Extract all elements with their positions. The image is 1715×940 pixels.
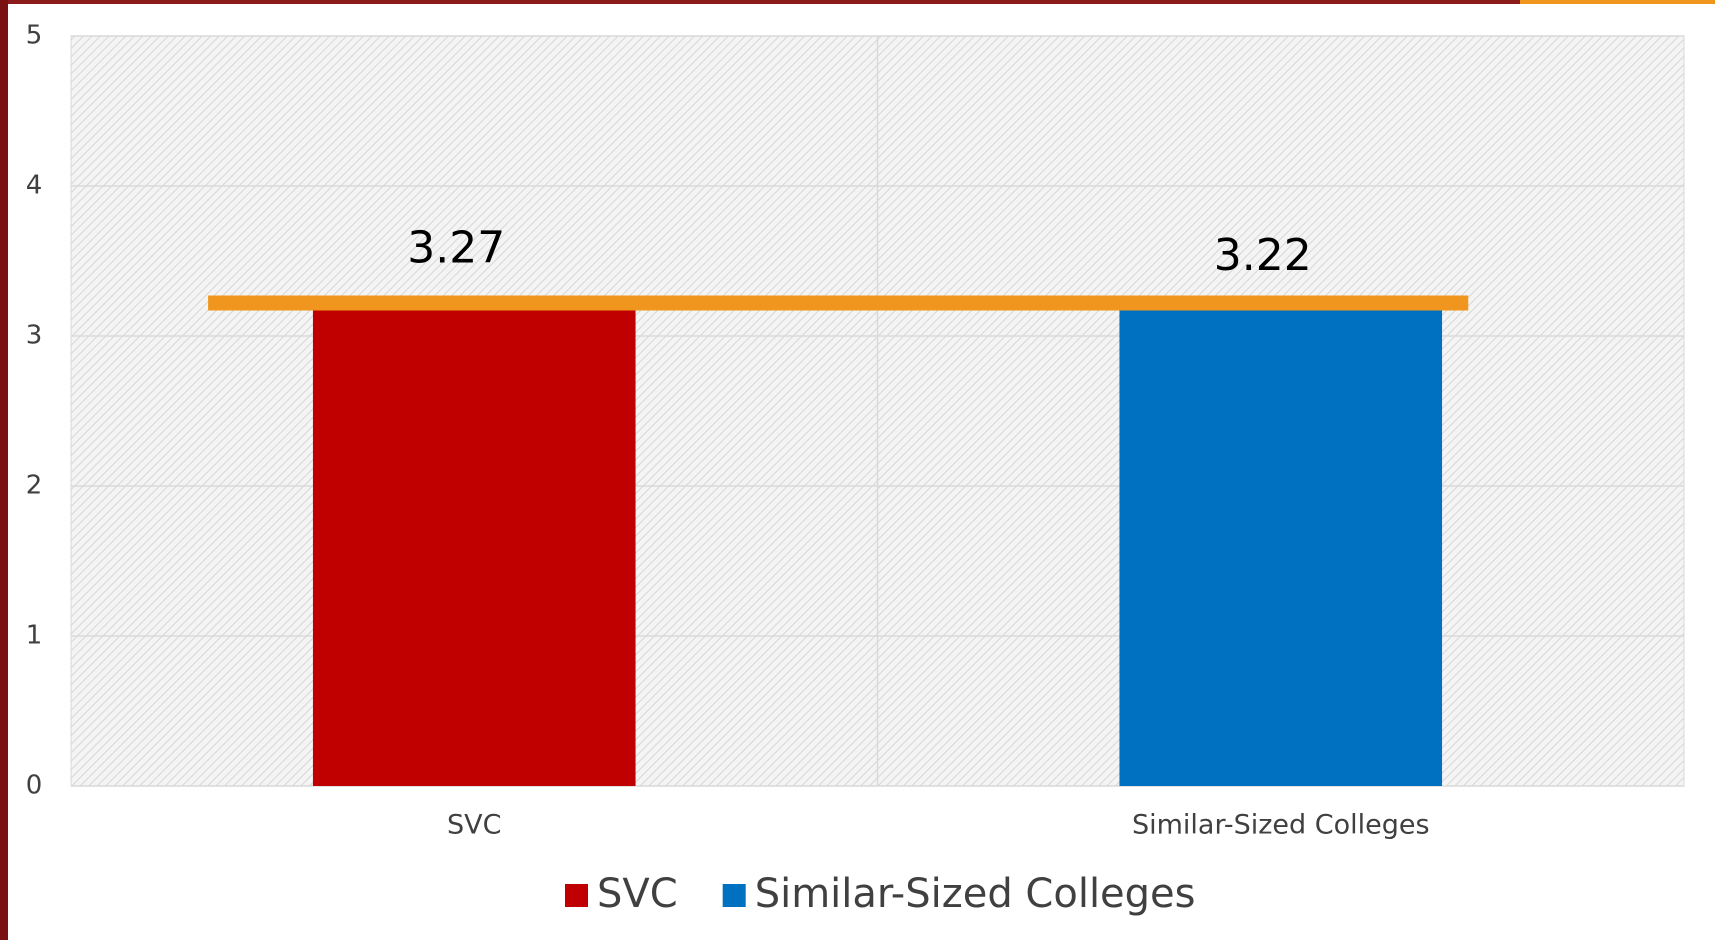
legend-swatch [565, 884, 588, 907]
data-label: 3.27 [407, 223, 505, 274]
x-tick-label: Similar-Sized Colleges [1132, 810, 1430, 841]
top-strip-accent [1520, 0, 1715, 4]
x-tick-label: SVC [447, 810, 501, 841]
bar [1119, 303, 1443, 786]
y-tick-label: 0 [26, 771, 43, 801]
legend-swatch [722, 884, 746, 907]
y-tick-label: 3 [26, 321, 43, 351]
left-strip [0, 0, 8, 940]
y-tick-label: 1 [26, 621, 43, 651]
data-label: 3.22 [1214, 230, 1312, 281]
legend-label: Similar-Sized Colleges [755, 871, 1196, 917]
top-strip [0, 0, 1715, 4]
y-tick-label: 4 [26, 171, 43, 201]
legend-label: SVC [597, 871, 678, 917]
y-tick-label: 2 [26, 471, 43, 501]
y-tick-label: 5 [26, 21, 43, 51]
bar [312, 295, 636, 786]
